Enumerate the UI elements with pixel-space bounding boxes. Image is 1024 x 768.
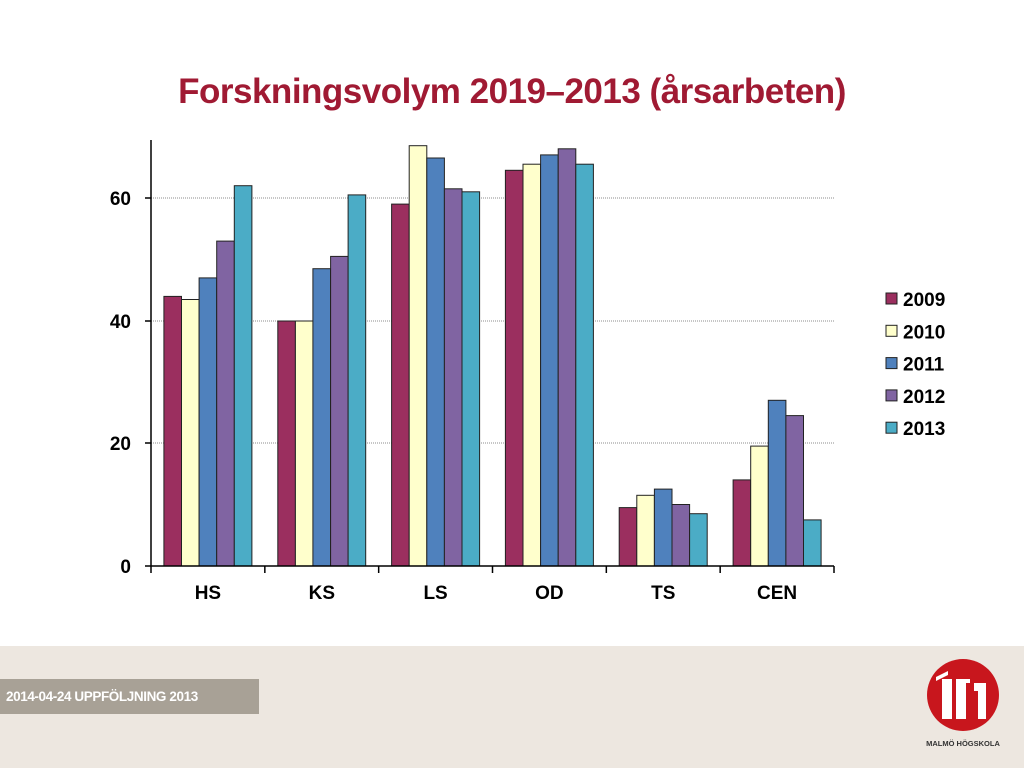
legend-swatch-2009: [885, 292, 898, 305]
bar-2012-CEN: [785, 415, 805, 567]
bar-2012-OD: [557, 148, 577, 567]
bar-2010-LS: [408, 145, 428, 567]
bar-2012-TS: [671, 504, 691, 567]
bar-2011-CEN: [767, 399, 787, 567]
bar-2010-OD: [522, 163, 542, 567]
logo-accent: [936, 671, 948, 681]
y-tick-label: 0: [120, 557, 131, 578]
x-tick-label: LS: [423, 583, 447, 604]
bar-2011-HS: [198, 277, 218, 567]
x-tick-label: CEN: [757, 583, 797, 604]
legend-swatch-2013: [885, 421, 898, 434]
bar-2013-TS: [689, 513, 708, 567]
legend-swatch-2012: [885, 389, 898, 402]
x-tick-label: HS: [195, 583, 221, 604]
bar-2009-CEN: [732, 479, 752, 567]
bar-2012-HS: [216, 240, 235, 567]
bar-2012-KS: [330, 255, 349, 567]
y-tick-label: 60: [110, 189, 131, 210]
bar-2010-HS: [181, 299, 200, 567]
bar-2010-KS: [294, 320, 314, 567]
bar-2009-TS: [618, 507, 638, 567]
legend-label: 2011: [903, 355, 945, 376]
bar-2011-KS: [312, 268, 331, 567]
bar-2009-OD: [504, 169, 524, 567]
y-tick-label: 40: [110, 312, 131, 333]
bar-2011-TS: [653, 488, 673, 567]
legend-swatch-2010: [885, 324, 898, 337]
bar-2011-LS: [426, 157, 445, 567]
x-tick-label: OD: [535, 583, 564, 604]
bar-chart: 0 20 40 60 HS KS LS OD TS CEN 2009 2010 2011 2012 2013: [110, 140, 945, 604]
x-tick-label: TS: [651, 583, 675, 604]
bar-2011-OD: [540, 154, 559, 567]
bar-2013-HS: [233, 185, 253, 567]
legend-label: 2013: [903, 419, 945, 440]
bar-2009-LS: [391, 203, 410, 567]
bar-2010-TS: [636, 494, 655, 567]
legend-label: 2010: [903, 322, 945, 343]
bar-2009-KS: [277, 320, 296, 567]
x-tick-label: KS: [309, 583, 335, 604]
footer-date-label: 2014-04-24 UPPFÖLJNING 2013: [0, 679, 259, 714]
legend-label: 2012: [903, 387, 945, 408]
bar-2009-HS: [163, 295, 182, 567]
logo-mark: [942, 679, 986, 719]
bar-2013-CEN: [803, 519, 822, 567]
logo-text: MALMÖ HÖGSKOLA: [926, 739, 1000, 748]
bar-2013-KS: [347, 194, 367, 567]
slide-title: Forskningsvolym 2019–2013 (årsarbeten): [178, 72, 846, 111]
bar-2012-LS: [443, 188, 463, 567]
y-tick-label: 20: [110, 434, 131, 455]
bar-2010-CEN: [750, 445, 769, 567]
legend-label: 2009: [903, 290, 945, 311]
malmo-hogskola-logo: MALMÖ HÖGSKOLA: [926, 659, 1000, 748]
legend-swatch-2011: [885, 357, 898, 370]
bar-2013-LS: [461, 191, 481, 567]
bar-2013-OD: [575, 163, 594, 567]
